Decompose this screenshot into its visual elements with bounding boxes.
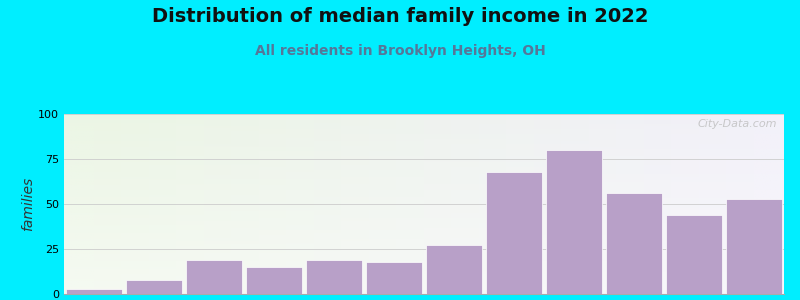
Bar xyxy=(306,260,362,294)
Bar xyxy=(726,199,782,294)
Text: Distribution of median family income in 2022: Distribution of median family income in … xyxy=(152,8,648,26)
Y-axis label: families: families xyxy=(22,177,35,231)
Bar xyxy=(486,172,542,294)
Bar xyxy=(666,215,722,294)
Text: All residents in Brooklyn Heights, OH: All residents in Brooklyn Heights, OH xyxy=(254,44,546,58)
Text: City-Data.com: City-Data.com xyxy=(698,119,777,129)
Bar xyxy=(246,267,302,294)
Bar xyxy=(186,260,242,294)
Bar xyxy=(366,262,422,294)
Bar xyxy=(546,150,602,294)
Bar xyxy=(126,280,182,294)
Bar xyxy=(606,193,662,294)
Bar xyxy=(426,245,482,294)
Bar xyxy=(66,289,122,294)
